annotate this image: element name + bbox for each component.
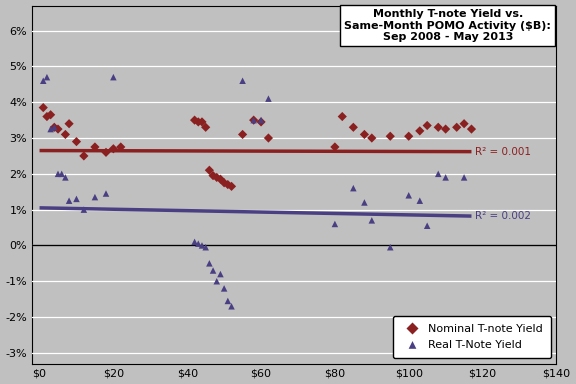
Point [216, 271, 225, 277]
Point [54, 171, 63, 177]
Point [348, 185, 358, 191]
Point [50, 124, 59, 130]
Point [209, 267, 218, 273]
Point [42, 114, 51, 120]
Point [194, 119, 203, 125]
Point [249, 117, 258, 123]
Point [467, 126, 476, 132]
Point [227, 183, 236, 189]
Point [61, 131, 70, 137]
Point [46, 112, 55, 118]
Point [212, 278, 221, 284]
Point [441, 126, 450, 132]
Point [219, 180, 229, 186]
Point [61, 174, 70, 180]
Point [72, 139, 81, 145]
Point [434, 171, 443, 177]
Point [209, 172, 218, 179]
Point [223, 182, 233, 188]
Point [434, 124, 443, 130]
Point [109, 74, 118, 80]
Point [39, 104, 48, 111]
Point [404, 133, 414, 139]
Point [79, 153, 89, 159]
Point [415, 128, 425, 134]
Point [367, 217, 376, 223]
Point [116, 144, 126, 150]
Point [249, 117, 258, 123]
Point [201, 124, 210, 130]
Point [65, 198, 74, 204]
Point [204, 260, 214, 266]
Point [198, 242, 207, 248]
Point [386, 244, 395, 250]
Point [423, 223, 432, 229]
Point [330, 144, 339, 150]
Point [223, 298, 233, 304]
Point [90, 194, 100, 200]
Point [90, 144, 100, 150]
Point [227, 303, 236, 310]
Point [423, 122, 432, 129]
Point [452, 124, 461, 130]
Point [109, 146, 118, 152]
Point [190, 239, 199, 245]
Point [404, 192, 414, 199]
Point [460, 174, 469, 180]
Point [264, 96, 273, 102]
Point [256, 117, 266, 123]
Point [190, 117, 199, 123]
Point [441, 174, 450, 180]
Point [101, 190, 111, 197]
Point [194, 240, 203, 247]
Point [79, 207, 89, 213]
Point [460, 121, 469, 127]
Point [39, 78, 48, 84]
Point [198, 119, 207, 125]
Point [264, 135, 273, 141]
Point [54, 126, 63, 132]
Point [360, 199, 369, 205]
Point [57, 171, 66, 177]
Point [216, 176, 225, 182]
Point [46, 126, 55, 132]
Point [65, 121, 74, 127]
Point [42, 74, 51, 80]
Point [50, 124, 59, 130]
Point [238, 78, 247, 84]
Point [201, 244, 210, 250]
Point [72, 196, 81, 202]
Point [101, 149, 111, 156]
Point [256, 119, 266, 125]
Point [386, 133, 395, 139]
Point [330, 221, 339, 227]
Point [415, 198, 425, 204]
Point [204, 167, 214, 173]
Text: R² = 0.001: R² = 0.001 [475, 147, 531, 157]
Text: R² = 0.002: R² = 0.002 [475, 211, 531, 221]
Legend: Nominal T-note Yield, Real T-Note Yield: Nominal T-note Yield, Real T-Note Yield [393, 316, 551, 358]
Text: Monthly T-note Yield vs.
Same-Month POMO Activity ($B):
Sep 2008 - May 2013: Monthly T-note Yield vs. Same-Month POMO… [344, 9, 551, 42]
Point [238, 131, 247, 137]
Point [367, 135, 376, 141]
Point [338, 114, 347, 120]
Point [219, 285, 229, 291]
Point [348, 124, 358, 130]
Point [360, 131, 369, 137]
Point [212, 174, 221, 180]
